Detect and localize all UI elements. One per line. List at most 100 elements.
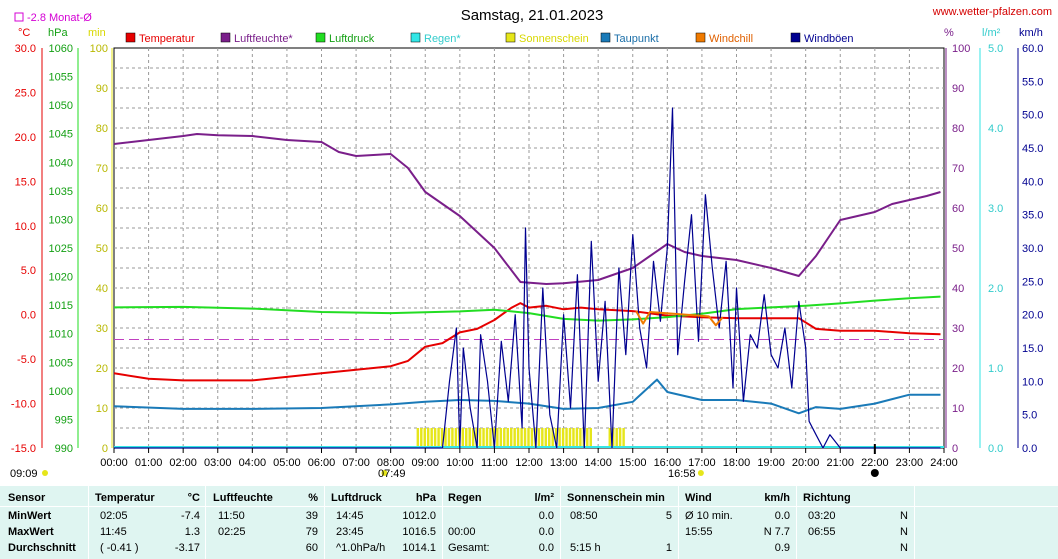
x-tick-label: 07:00 bbox=[342, 457, 370, 469]
sunshine-bar bbox=[451, 428, 454, 448]
humidity-tick-label: 20 bbox=[952, 363, 964, 375]
table-row-label: MaxWert bbox=[8, 526, 54, 538]
unit-min: min bbox=[88, 27, 106, 39]
sunshine-tick-label: 90 bbox=[96, 83, 108, 95]
humidity-tick-label: 60 bbox=[952, 203, 964, 215]
sunshine-bar bbox=[471, 428, 475, 448]
sunshine-bar bbox=[433, 428, 437, 448]
pressure-tick-label: 1010 bbox=[49, 329, 73, 341]
temperature-tick-label: 20.0 bbox=[15, 132, 36, 144]
table-header: Richtung bbox=[803, 492, 851, 504]
sunshine-bar bbox=[561, 428, 565, 448]
legend-label: Windböen bbox=[804, 33, 854, 45]
pressure-tick-label: 1000 bbox=[49, 386, 73, 398]
humidity-tick-label: 40 bbox=[952, 283, 964, 295]
table-header: Luftfeuchte bbox=[213, 492, 273, 504]
pressure-tick-label: 1060 bbox=[49, 43, 73, 55]
month-avg-marker-icon bbox=[14, 12, 24, 22]
sunshine-bar bbox=[565, 428, 568, 448]
humidity-tick-label: 70 bbox=[952, 163, 964, 175]
rain-tick-label: 1.0 bbox=[988, 363, 1003, 375]
sunshine-bar bbox=[523, 428, 527, 448]
table-column-divider bbox=[442, 486, 443, 559]
sunshine-bar bbox=[575, 428, 579, 448]
x-tick-label: 05:00 bbox=[273, 457, 301, 469]
table-cell: 02:25 bbox=[218, 526, 246, 538]
table-cell: 15:55 bbox=[685, 526, 713, 538]
sunrise-icon bbox=[381, 470, 388, 476]
pressure-tick-label: 1040 bbox=[49, 157, 73, 169]
sunshine-bar bbox=[444, 428, 447, 448]
sunshine-bar bbox=[437, 428, 440, 448]
sunset-label: 16:58 bbox=[668, 468, 696, 480]
table-cell: 1.3 bbox=[184, 526, 200, 538]
x-tick-label: 18:00 bbox=[723, 457, 751, 469]
table-cell: 0.0 bbox=[538, 526, 554, 538]
wind-tick-label: 30.0 bbox=[1022, 243, 1043, 255]
temperature-tick-label: 5.0 bbox=[21, 265, 36, 277]
sunshine-bar bbox=[440, 428, 444, 448]
sunshine-bar bbox=[612, 428, 615, 448]
sunshine-tick-label: 0 bbox=[102, 443, 108, 455]
series-line-5 bbox=[635, 310, 724, 327]
sunshine-tick-label: 80 bbox=[96, 123, 108, 135]
sunshine-tick-label: 20 bbox=[96, 363, 108, 375]
table-cell: 0.0 bbox=[538, 510, 554, 522]
sunshine-tick-label: 50 bbox=[96, 243, 108, 255]
legend-label: Temperatur bbox=[139, 33, 195, 45]
sunshine-bar bbox=[478, 428, 482, 448]
wind-tick-label: 5.0 bbox=[1022, 410, 1037, 422]
legend-label: Taupunkt bbox=[614, 33, 659, 45]
pressure-tick-label: 1025 bbox=[49, 243, 73, 255]
wind-tick-label: 15.0 bbox=[1022, 343, 1043, 355]
legend-swatch-0 bbox=[125, 32, 136, 43]
legend-swatch-7 bbox=[790, 32, 801, 43]
table-cell: 1016.5 bbox=[402, 526, 436, 538]
table-header: Temperatur bbox=[95, 492, 155, 504]
humidity-tick-label: 10 bbox=[952, 403, 964, 415]
wind-tick-label: 0.0 bbox=[1022, 443, 1037, 455]
temperature-tick-label: -15.0 bbox=[11, 443, 36, 455]
humidity-tick-label: 50 bbox=[952, 243, 964, 255]
x-tick-label: 12:00 bbox=[515, 457, 543, 469]
table-cell: 5 bbox=[665, 510, 672, 522]
table-row-label: Durchschnitt bbox=[8, 542, 76, 554]
left-time-label: 09:09 bbox=[10, 468, 38, 480]
table-cell: N 7.7 bbox=[763, 526, 790, 538]
table-cell: ^1.0hPa/h bbox=[336, 542, 386, 554]
pressure-tick-label: 1055 bbox=[49, 72, 73, 84]
x-tick-label: 10:00 bbox=[446, 457, 474, 469]
x-tick-label: 20:00 bbox=[792, 457, 820, 469]
sunshine-bar bbox=[618, 428, 622, 448]
table-cell: 60 bbox=[305, 542, 318, 554]
sunshine-bar bbox=[551, 428, 554, 448]
sunshine-bar bbox=[530, 428, 534, 448]
legend-label: Luftdruck bbox=[329, 33, 375, 45]
table-cell: 11:45 bbox=[100, 526, 127, 538]
sunshine-bar bbox=[475, 428, 478, 448]
unit-hpa: hPa bbox=[48, 27, 68, 39]
table-header: % bbox=[308, 492, 318, 504]
table-cell: 1 bbox=[665, 542, 672, 554]
table-column-divider bbox=[678, 486, 679, 559]
site-link[interactable]: www.wetter-pfalzen.com bbox=[932, 6, 1052, 18]
table-cell: 0.0 bbox=[774, 510, 790, 522]
table-cell: 00:00 bbox=[448, 526, 476, 538]
sunshine-bar bbox=[537, 428, 541, 448]
sunshine-bar bbox=[461, 428, 465, 448]
sunshine-bar bbox=[516, 428, 520, 448]
table-cell: 0.9 bbox=[774, 542, 790, 554]
table-header: Sonnenschein min bbox=[567, 492, 665, 504]
x-tick-label: 02:00 bbox=[169, 457, 197, 469]
pressure-tick-label: 1045 bbox=[49, 129, 73, 141]
legend-swatch-5 bbox=[600, 32, 611, 43]
rain-tick-label: 4.0 bbox=[988, 123, 1003, 135]
table-cell: -7.4 bbox=[181, 510, 200, 522]
sunshine-bar bbox=[416, 428, 420, 448]
wind-tick-label: 25.0 bbox=[1022, 276, 1043, 288]
legend-swatch-1 bbox=[220, 32, 231, 43]
table-header: °C bbox=[187, 492, 200, 504]
sunshine-bar bbox=[485, 428, 489, 448]
table-header: Regen bbox=[448, 492, 482, 504]
x-tick-label: 24:00 bbox=[930, 457, 958, 469]
